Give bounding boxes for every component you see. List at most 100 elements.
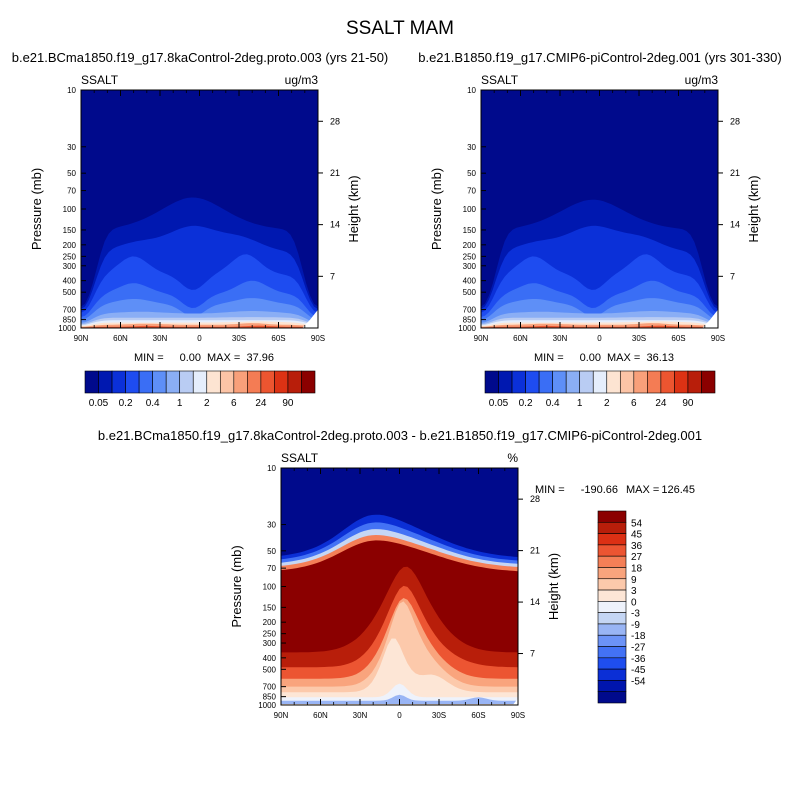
panel-2-max-label: MAX = [607, 352, 640, 364]
panel-3-height-tick-label: 14 [530, 597, 540, 607]
panel-1-colorbar-label: 0.4 [146, 398, 160, 409]
panel-2-colorbar-swatch [498, 370, 513, 394]
panel-3-colorbar-label: 36 [631, 541, 643, 552]
panel-3-variable-label: SSALT [281, 451, 319, 465]
panel-2-plot-area: 1030507010015020025030040050070085010002… [429, 86, 761, 343]
panel-3-colorbar-swatch [597, 680, 627, 693]
panel-1-min-label: MIN = [134, 352, 164, 364]
panel-3-plot-area: 1030507010015020025030040050070085010002… [229, 464, 561, 720]
panel-1-colorbar-swatch [138, 370, 153, 394]
panel-2-y-tick-label: 150 [463, 226, 477, 235]
panel-3-y-tick-label: 850 [263, 693, 277, 702]
panel-1-y-tick-label: 30 [67, 143, 76, 152]
panel-2-colorbar-swatch [565, 370, 581, 394]
panel-2-y-tick-label: 1000 [458, 324, 476, 333]
panel-2-height-tick-label: 14 [730, 220, 740, 230]
panel-3-y-tick-label: 50 [267, 547, 276, 556]
panel-2-y-axis-label: Pressure (mb) [429, 168, 444, 250]
panel-3-colorbar-swatch [597, 533, 627, 546]
panel-2-y-tick-label: 100 [463, 205, 477, 214]
panel-3-min-value: -190.66 [581, 484, 618, 496]
panel-1-height-tick-label: 28 [330, 116, 340, 126]
panel-2-colorbar-swatch [592, 370, 608, 394]
panel-1-title: b.e21.BCma1850.f19_g17.8kaControl-2deg.p… [12, 50, 389, 65]
panel-2-height-tick-label: 7 [730, 271, 735, 281]
panel-2-x-tick-label: 90S [711, 334, 725, 343]
panel-1-height-tick-label: 14 [330, 220, 340, 230]
panel-2-colorbar-label: 90 [682, 398, 694, 409]
panel-3-colorbar-swatch [597, 521, 627, 534]
panel-1-y-tick-label: 1000 [58, 324, 76, 333]
panel-3-field [281, 468, 518, 705]
panel-2-y-tick-label: 200 [463, 241, 477, 250]
panel-2-colorbar-label: 6 [631, 398, 637, 409]
panel-3-x-tick-label: 90N [274, 711, 289, 720]
panel-3-colorbar-label: 9 [631, 575, 637, 586]
panel-1-variable-label: SSALT [81, 73, 119, 87]
panel-2-colorbar-swatch [660, 370, 675, 394]
panel-1-y-tick-label: 70 [67, 187, 76, 196]
panel-2-y-tick-label: 400 [463, 277, 477, 286]
panel-1-x-tick-label: 0 [197, 334, 202, 343]
panel-2-y-tick-label: 500 [463, 288, 477, 297]
panel-3-colorbar-label: -36 [631, 654, 646, 665]
panel-2-colorbar-label: 2 [604, 398, 610, 409]
panel-3-colorbar-label: 18 [631, 563, 643, 574]
panel-1-height-tick-label: 21 [330, 168, 340, 178]
panel-1-colorbar-swatch [152, 370, 167, 394]
panel-2-colorbar-swatch [701, 370, 716, 394]
panel-3-colorbar-label: 0 [631, 597, 637, 608]
panel-2-height-tick-label: 28 [730, 116, 740, 126]
panel-1-y-tick-label: 100 [63, 205, 77, 214]
panel-1-x-tick-label: 60N [113, 334, 128, 343]
panel-3-colorbar-swatch [597, 510, 627, 523]
panel-2-units-label: ug/m3 [685, 73, 719, 87]
panel-2-colorbar: 0.05 0.2 0.4 1 2 6 24 90 [484, 370, 716, 409]
panel-2-colorbar-swatch [606, 370, 621, 394]
panel-1-colorbar-swatch [233, 370, 248, 394]
panel-1-colorbar-swatch [206, 370, 221, 394]
panel-1-y-tick-label: 700 [63, 306, 77, 315]
panel-1-y-tick-label: 400 [63, 277, 77, 286]
panel-1-height-tick-label: 7 [330, 271, 335, 281]
panel-2-x-tick-label: 90N [474, 334, 489, 343]
panel-3-colorbar-label: -18 [631, 631, 646, 642]
panel-3-title: b.e21.BCma1850.f19_g17.8kaControl-2deg.p… [98, 428, 702, 443]
panel-2-colorbar-label: 0.4 [546, 398, 560, 409]
panel-1-colorbar-label: 90 [282, 398, 294, 409]
panel-2-title: b.e21.B1850.f19_g17.CMIP6-piControl-2deg… [418, 50, 782, 65]
panel-2-y-tick-label: 700 [463, 306, 477, 315]
panel-3-colorbar-swatch [597, 544, 627, 557]
panel-3-y-tick-label: 30 [267, 521, 276, 530]
panel-3-x-tick-label: 0 [397, 711, 402, 720]
panel-2-height-tick-label: 21 [730, 168, 740, 178]
panel-1-y-tick-label: 50 [67, 169, 76, 178]
panel-2-colorbar-swatch [538, 370, 553, 394]
panel-1-x-tick-label: 60S [271, 334, 285, 343]
panel-1-colorbar-swatch [179, 370, 194, 394]
panel-3: b.e21.BCma1850.f19_g17.8kaControl-2deg.p… [98, 428, 702, 720]
panel-3-x-tick-label: 90S [511, 711, 525, 720]
panel-3-colorbar-swatch [597, 555, 627, 568]
panel-3-max-value: 126.45 [661, 484, 695, 496]
panel-3-min-label: MIN = [535, 484, 565, 496]
panel-3-contour-level-11 [281, 683, 518, 705]
panel-1-max-value: 37.96 [246, 352, 274, 364]
panel-1-x-tick-label: 30S [232, 334, 246, 343]
panel-1-colorbar-swatch [287, 370, 302, 394]
panel-3-colorbar-swatch [597, 691, 627, 704]
panel-3-colorbar-swatch [597, 634, 627, 647]
panel-3-colorbar-swatch [597, 578, 627, 591]
panel-1-max-label: MAX = [207, 352, 240, 364]
panel-1-colorbar-swatch [98, 370, 113, 394]
panel-3-colorbar-label: 27 [631, 552, 643, 563]
panel-3-colorbar-label: -3 [631, 609, 640, 620]
panel-2-topography-mask [702, 309, 718, 328]
panel-3-y-tick-label: 150 [263, 603, 277, 612]
panel-2-colorbar-label: 1 [577, 398, 583, 409]
panel-2-colorbar-swatch [525, 370, 540, 394]
panel-3-colorbar-swatch [597, 567, 627, 580]
panel-2-colorbar-swatch [619, 370, 635, 394]
